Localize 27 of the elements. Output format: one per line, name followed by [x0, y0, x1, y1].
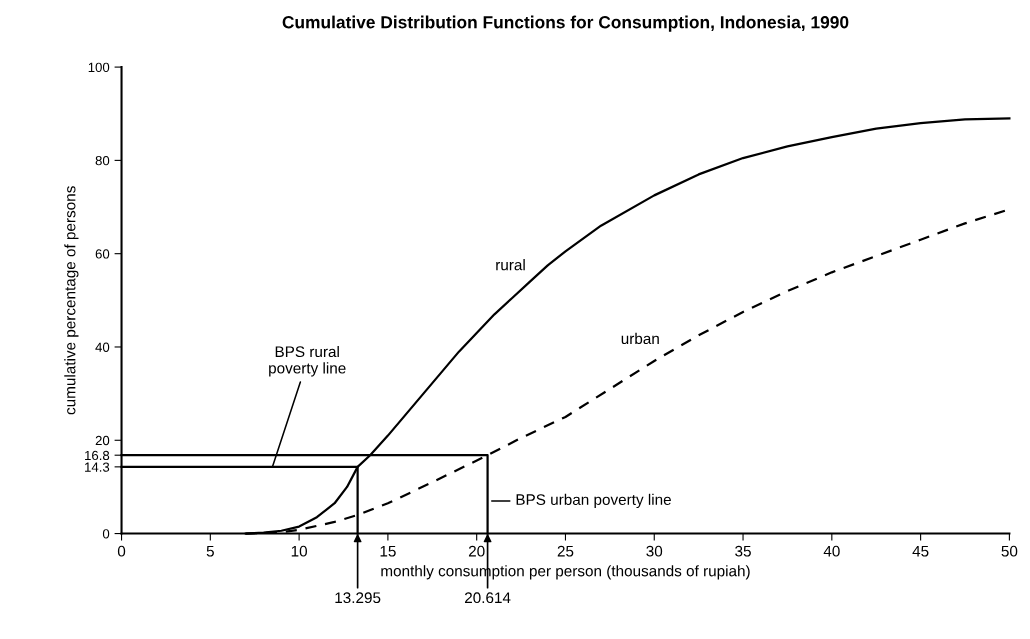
y-tick-label: 80 [95, 155, 110, 166]
x-tick-label: 20 [468, 545, 485, 557]
x-tick-label: 10 [291, 545, 308, 557]
y-tick-label: 60 [95, 249, 110, 259]
annotation: 13.295 [335, 592, 381, 604]
annotation: BPS urban poverty line [516, 493, 671, 509]
x-tick-label: 25 [557, 545, 574, 557]
y-tick-label: 100 [88, 62, 110, 73]
x-tick-label: 50 [1001, 545, 1018, 557]
y-tick-label: 16.8 [85, 450, 110, 461]
x-tick-label: 45 [912, 545, 929, 557]
y-tick-label: 40 [95, 342, 110, 352]
x-tick-label: 40 [823, 545, 840, 557]
chart-title: Cumulative Distribution Functions for Consumption, Indonesia, 1990 [282, 15, 849, 32]
x-tick-label: 30 [646, 545, 663, 557]
x-tick-label: 15 [380, 545, 396, 557]
y-tick-label: 0 [102, 529, 110, 539]
series-label: urban [621, 332, 659, 345]
annotation: 20.614 [464, 592, 511, 604]
x-tick-label: 35 [735, 545, 751, 557]
x-tick-label: 0 [117, 545, 126, 557]
y-tick-label: 20 [95, 435, 110, 446]
y-tick-label: 14.3 [85, 462, 110, 472]
series-label: rural [496, 259, 525, 271]
annotation: BPS rural poverty line [269, 345, 346, 377]
y-axis-title: cumulative percentage of persons [64, 186, 79, 415]
x-tick-label: 5 [206, 545, 214, 557]
